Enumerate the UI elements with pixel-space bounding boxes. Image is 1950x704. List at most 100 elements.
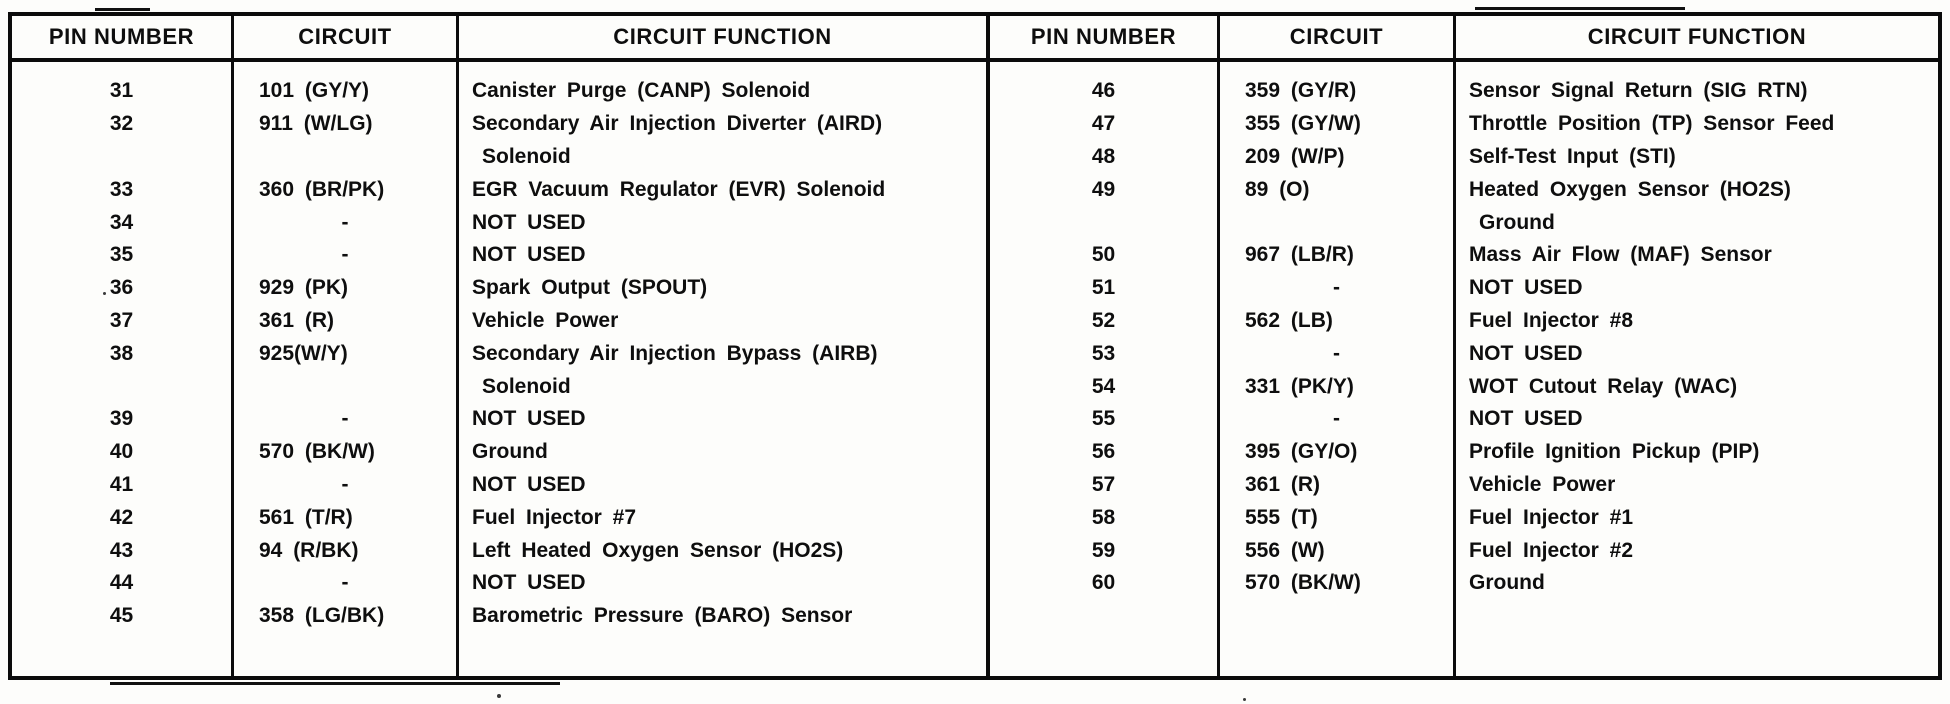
right-row-14-circuit: 556 (W) [1245, 538, 1325, 562]
left-row-2-circuit [234, 141, 456, 174]
right-row-7-circuit: 562 (LB) [1245, 308, 1333, 332]
right-row-11-func: Profile Ignition Pickup (PIP) [1469, 440, 1760, 464]
connector-pinout-table: PIN NUMBER CIRCUIT CIRCUIT FUNCTION PIN … [8, 12, 1942, 680]
header-circuit-right: CIRCUIT [1217, 16, 1453, 62]
left-row-2-func: Solenoid [482, 144, 571, 168]
right-circuit-column: 359 (GY/R) 355 (GY/W) 209 (W/P) 89 (O) 967 (… [1217, 62, 1453, 676]
right-row-6-pin: 51 [1091, 276, 1116, 300]
left-row-0-func: Canister Purge (CANP) Solenoid [472, 79, 811, 103]
right-row-0-func: Sensor Signal Return (SIG RTN) [1469, 79, 1808, 103]
left-row-10-circuit: - [341, 407, 349, 431]
right-row-3-pin: 49 [1091, 177, 1116, 201]
left-row-9-pin [12, 370, 231, 403]
left-row-4-func: NOT USED [472, 210, 586, 234]
left-row-6-pin: 36 [109, 276, 134, 300]
right-row-5-func: Mass Air Flow (MAF) Sensor [1469, 243, 1772, 267]
right-row-1-pin: 47 [1091, 112, 1116, 136]
scan-artifact [95, 8, 150, 11]
left-row-5-pin: 35 [109, 243, 134, 267]
left-row-12-pin: 41 [109, 472, 134, 496]
header-circuit-function-right: CIRCUIT FUNCTION [1453, 16, 1938, 62]
left-row-15-pin: 44 [109, 571, 134, 595]
left-row-12-func: NOT USED [472, 472, 586, 496]
right-row-15-circuit: 570 (BK/W) [1245, 571, 1361, 595]
scan-speck [497, 694, 501, 698]
right-row-5-circuit: 967 (LB/R) [1245, 243, 1354, 267]
left-circuit-function-column: Canister Purge (CANP) Solenoid Secondary … [456, 62, 986, 676]
right-circuit-function-column: Sensor Signal Return (SIG RTN) Throttle P… [1453, 62, 1938, 676]
left-row-11-func: Ground [472, 440, 548, 464]
left-row-15-circuit: - [341, 571, 349, 595]
right-row-1-circuit: 355 (GY/W) [1245, 112, 1361, 136]
left-row-13-circuit: 561 (T/R) [259, 505, 353, 529]
right-row-12-circuit: 361 (R) [1245, 472, 1321, 496]
scan-artifact [110, 682, 560, 685]
right-row-11-circuit: 395 (GY/O) [1245, 440, 1358, 464]
left-row-4-pin: 34 [109, 210, 134, 234]
left-row-16-pin: 45 [109, 604, 134, 628]
right-row-5-pin: 50 [1091, 243, 1116, 267]
right-row-8-circuit: - [1333, 341, 1340, 365]
right-row-8-pin: 53 [1091, 341, 1116, 365]
right-row-7-pin: 52 [1091, 308, 1116, 332]
right-row-15-func: Ground [1469, 571, 1545, 595]
left-row-9-circuit [234, 370, 456, 403]
left-row-0-pin: 31 [109, 79, 134, 103]
left-row-6-func: Spark Output (SPOUT) [472, 276, 708, 300]
right-row-12-pin: 57 [1091, 472, 1116, 496]
left-row-2-pin [12, 141, 231, 174]
right-row-4-circuit [1220, 206, 1453, 239]
header-circuit-left: CIRCUIT [231, 16, 456, 62]
left-row-12-circuit: - [341, 472, 349, 496]
right-row-8-func: NOT USED [1469, 341, 1583, 365]
right-row-13-circuit: 555 (T) [1245, 505, 1318, 529]
right-row-4-func: Ground [1479, 210, 1555, 234]
right-row-13-pin: 58 [1091, 505, 1116, 529]
left-row-15-func: NOT USED [472, 571, 586, 595]
left-row-8-circuit: 925(W/Y) [259, 341, 348, 365]
left-row-0-circuit: 101 (GY/Y) [259, 79, 370, 103]
left-row-10-func: NOT USED [472, 407, 586, 431]
right-row-9-pin: 54 [1091, 374, 1116, 398]
right-row-1-func: Throttle Position (TP) Sensor Feed [1469, 112, 1835, 136]
right-row-4-pin [990, 206, 1217, 239]
left-row-1-pin: 32 [109, 112, 134, 136]
left-row-7-pin: 37 [109, 308, 134, 332]
left-row-1-func: Secondary Air Injection Diverter (AIRD) [472, 112, 883, 136]
right-row-14-pin: 59 [1091, 538, 1116, 562]
right-row-2-circuit: 209 (W/P) [1245, 144, 1345, 168]
right-row-9-func: WOT Cutout Relay (WAC) [1469, 374, 1738, 398]
right-row-9-circuit: 331 (PK/Y) [1245, 374, 1354, 398]
scan-speck [1243, 698, 1246, 701]
right-row-10-func: NOT USED [1469, 407, 1583, 431]
left-row-4-circuit: - [341, 210, 349, 234]
left-row-5-circuit: - [341, 243, 349, 267]
header-circuit-function-left: CIRCUIT FUNCTION [456, 16, 986, 62]
right-row-3-circuit: 89 (O) [1245, 177, 1310, 201]
left-row-8-pin: 38 [109, 341, 134, 365]
left-row-7-func: Vehicle Power [472, 308, 619, 332]
right-row-14-func: Fuel Injector #2 [1469, 538, 1634, 562]
left-row-3-circuit: 360 (BR/PK) [259, 177, 385, 201]
left-row-14-circuit: 94 (R/BK) [259, 538, 359, 562]
left-row-9-func: Solenoid [482, 374, 571, 398]
right-row-0-pin: 46 [1091, 79, 1116, 103]
left-row-6-circuit: 929 (PK) [259, 276, 349, 300]
right-row-11-pin: 56 [1091, 440, 1116, 464]
left-row-8-func: Secondary Air Injection Bypass (AIRB) [472, 341, 878, 365]
left-row-16-circuit: 358 (LG/BK) [259, 604, 385, 628]
right-row-13-func: Fuel Injector #1 [1469, 505, 1634, 529]
left-row-11-circuit: 570 (BK/W) [259, 440, 375, 464]
left-row-16-func: Barometric Pressure (BARO) Sensor [472, 604, 853, 628]
right-pin-number-column: 46 47 48 49 50 51 52 53 54 55 56 57 58 59 60 [986, 62, 1217, 676]
right-row-3-func: Heated Oxygen Sensor (HO2S) [1469, 177, 1791, 201]
right-row-2-func: Self-Test Input (STI) [1469, 144, 1676, 168]
left-row-13-pin: 42 [109, 505, 134, 529]
right-row-6-circuit: - [1333, 276, 1340, 300]
header-pin-number-left: PIN NUMBER [12, 16, 231, 62]
right-row-2-pin: 48 [1091, 144, 1116, 168]
left-row-5-func: NOT USED [472, 243, 586, 267]
left-row-3-pin: 33 [109, 177, 134, 201]
scan-artifact [1475, 7, 1685, 10]
